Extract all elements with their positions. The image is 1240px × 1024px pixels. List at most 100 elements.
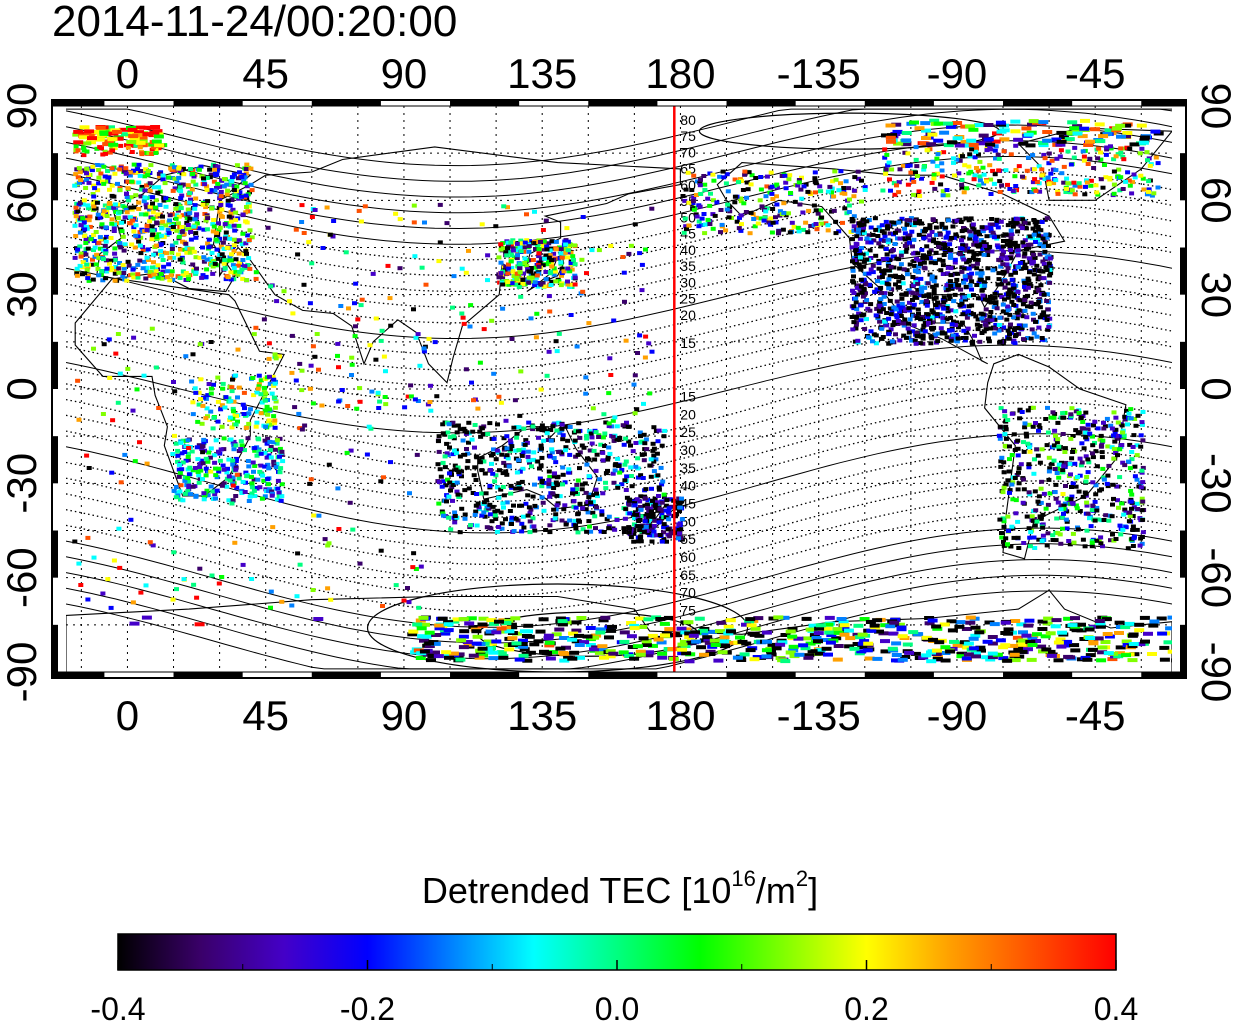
tec-point [918, 317, 924, 322]
tec-point [1113, 154, 1119, 159]
tec-point [511, 425, 517, 430]
tec-point [565, 255, 570, 260]
tec-point [650, 498, 655, 503]
tec-point [199, 444, 205, 449]
tec-point [1098, 535, 1104, 540]
tec-point [910, 244, 915, 249]
tec-point [1103, 513, 1109, 518]
tec-point [1127, 146, 1133, 151]
tec-point [78, 178, 84, 182]
tec-point [583, 490, 589, 495]
tec-point [444, 441, 450, 446]
tec-point [553, 480, 559, 485]
tec-point [117, 188, 123, 193]
tec-point [969, 147, 975, 152]
tec-point [851, 228, 857, 233]
tec-point [868, 267, 874, 272]
tec-point [945, 193, 951, 198]
tec-point [725, 202, 731, 207]
tec-point [131, 162, 137, 167]
tec-point [1063, 517, 1069, 522]
tec-point [1090, 505, 1096, 510]
tec-point [1060, 526, 1065, 531]
tec-point [538, 257, 544, 262]
contour-label: 75 [680, 602, 696, 618]
tec-point [479, 426, 485, 431]
tec-point [145, 172, 150, 177]
tec-point [952, 292, 958, 297]
tec-point [613, 462, 619, 467]
tec-point [940, 193, 946, 198]
tec-point [147, 181, 153, 186]
tec-point [505, 271, 511, 276]
tec-point [206, 237, 212, 242]
tec-point [151, 185, 157, 190]
tec-point [450, 498, 455, 503]
tec-point [193, 182, 199, 187]
tec-point [590, 510, 596, 515]
tec-point [524, 278, 530, 283]
tec-point [894, 315, 900, 320]
tec-point [594, 491, 599, 496]
tec-point [251, 469, 256, 474]
tec-point [1037, 189, 1043, 194]
tec-point [1016, 546, 1022, 550]
tec-point [1098, 157, 1104, 162]
tec-point [964, 315, 970, 320]
tec-point [1138, 173, 1144, 178]
tec-point [1036, 537, 1042, 542]
tec-point [508, 259, 514, 264]
tec-point [1016, 481, 1022, 486]
tec-point [1064, 176, 1070, 181]
tec-point [78, 135, 89, 140]
tec-point [117, 167, 123, 172]
tec-point [1041, 310, 1047, 315]
tec-point [891, 181, 897, 186]
tec-point [153, 134, 164, 139]
tec-point [1118, 146, 1124, 151]
tec-point [691, 173, 697, 178]
tec-point [1130, 528, 1136, 532]
tec-point [584, 462, 590, 467]
tec-point [630, 449, 636, 454]
tec-point [137, 243, 143, 248]
tec-point [996, 168, 1002, 173]
tec-point [604, 517, 610, 522]
tec-point [963, 284, 969, 289]
tec-point [209, 206, 215, 211]
tec-point [1036, 227, 1042, 232]
tec-point [1032, 177, 1038, 182]
tec-point [648, 509, 654, 514]
tec-point [1038, 143, 1049, 148]
tec-point [498, 242, 504, 247]
tec-point [974, 242, 980, 247]
tec-point [74, 273, 80, 278]
tec-point [509, 518, 515, 522]
tec-point [203, 473, 209, 478]
tec-point [549, 258, 555, 263]
tec-point [724, 207, 730, 212]
tec-point [197, 465, 203, 469]
tec-point [1058, 135, 1069, 139]
tec-point [521, 245, 527, 250]
tec-point [850, 237, 855, 242]
tec-point [977, 232, 982, 237]
tec-point [1124, 145, 1130, 150]
tec-point [123, 171, 129, 176]
tec-point [663, 503, 669, 508]
tec-point [1022, 220, 1028, 225]
tec-point [84, 149, 90, 154]
tec-point [225, 275, 231, 280]
tec-point [854, 320, 860, 325]
tec-point [240, 276, 246, 281]
tec-point [995, 120, 1006, 125]
tec-point [1092, 499, 1098, 504]
tec-point [1009, 299, 1015, 304]
tec-point [536, 251, 542, 256]
tec-point [952, 136, 963, 141]
tec-point [650, 533, 656, 538]
tec-point [1019, 326, 1025, 330]
tec-point [111, 225, 117, 230]
tec-point [996, 156, 1002, 161]
tec-point [962, 274, 968, 279]
